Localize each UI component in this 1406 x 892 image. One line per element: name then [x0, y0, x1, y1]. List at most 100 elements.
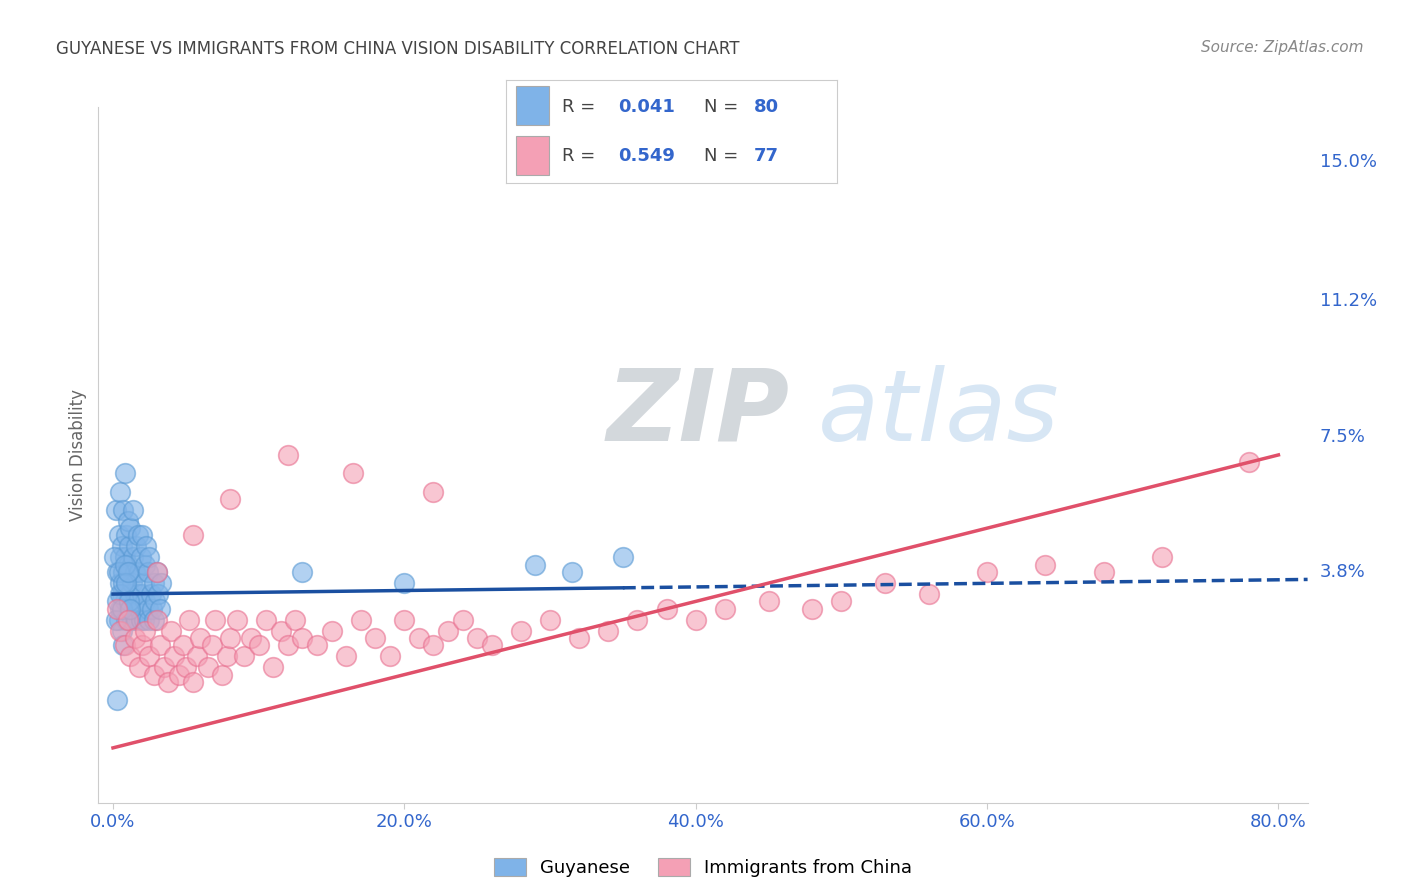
Point: [121, 613, 143, 627]
Point: [167, 667, 190, 681]
Text: GUYANESE VS IMMIGRANTS FROM CHINA VISION DISABILITY CORRELATION CHART: GUYANESE VS IMMIGRANTS FROM CHINA VISION…: [56, 40, 740, 58]
Point: [181, 675, 204, 690]
Point: [685, 613, 707, 627]
Point: [139, 587, 162, 601]
Point: [105, 565, 128, 579]
Point: [114, 638, 136, 652]
Point: [110, 576, 132, 591]
Point: [111, 540, 134, 554]
Point: [422, 638, 444, 652]
Point: [115, 528, 138, 542]
Point: [134, 594, 156, 608]
Point: [124, 594, 146, 608]
Point: [128, 565, 150, 579]
Point: [225, 613, 247, 627]
Point: [211, 667, 233, 681]
Point: [291, 565, 314, 579]
Point: [117, 514, 139, 528]
Point: [305, 638, 328, 652]
Point: [172, 638, 194, 652]
Point: [138, 550, 160, 565]
Point: [112, 503, 135, 517]
Point: [437, 624, 460, 638]
Point: [247, 638, 270, 652]
Point: [111, 624, 134, 638]
Point: [321, 624, 343, 638]
Point: [134, 558, 156, 572]
Point: [117, 594, 139, 608]
Point: [509, 624, 531, 638]
Point: [240, 631, 263, 645]
Point: [451, 613, 474, 627]
Point: [146, 587, 169, 601]
Text: ZIP: ZIP: [606, 365, 789, 462]
Point: [163, 649, 186, 664]
Point: [125, 613, 148, 627]
Point: [114, 558, 136, 572]
Point: [122, 550, 145, 565]
Point: [108, 613, 131, 627]
Point: [277, 448, 299, 462]
Point: [114, 550, 136, 565]
Point: [138, 649, 160, 664]
Point: [1033, 558, 1056, 572]
Text: 3.8%: 3.8%: [1320, 563, 1365, 581]
Point: [598, 624, 620, 638]
Point: [131, 528, 153, 542]
Point: [335, 649, 357, 664]
Point: [364, 631, 387, 645]
Point: [568, 631, 591, 645]
Point: [233, 649, 256, 664]
Point: [153, 660, 176, 674]
Point: [875, 576, 897, 591]
Point: [115, 613, 138, 627]
Point: [270, 624, 292, 638]
Point: [918, 587, 941, 601]
Point: [112, 565, 135, 579]
Point: [626, 613, 648, 627]
Text: N =: N =: [704, 147, 744, 165]
Legend: Guyanese, Immigrants from China: Guyanese, Immigrants from China: [486, 850, 920, 884]
Point: [120, 521, 142, 535]
Point: [105, 594, 128, 608]
Point: [112, 576, 135, 591]
Point: [132, 613, 155, 627]
Point: [120, 587, 142, 601]
Point: [1239, 455, 1261, 469]
Point: [394, 576, 416, 591]
Point: [141, 601, 163, 615]
Point: [127, 528, 149, 542]
Point: [378, 649, 401, 664]
Point: [149, 601, 172, 615]
Point: [524, 558, 547, 572]
Text: 0.041: 0.041: [619, 98, 675, 116]
Point: [215, 649, 238, 664]
Point: [117, 613, 139, 627]
Point: [110, 624, 132, 638]
Point: [112, 638, 135, 652]
Point: [104, 503, 127, 517]
Point: [394, 613, 416, 627]
Point: [111, 587, 134, 601]
Point: [186, 649, 208, 664]
Point: [655, 601, 678, 615]
Point: [115, 576, 138, 591]
Text: R =: R =: [562, 98, 602, 116]
Point: [132, 576, 155, 591]
FancyBboxPatch shape: [516, 87, 550, 126]
Point: [142, 667, 165, 681]
Point: [128, 601, 150, 615]
Point: [174, 660, 197, 674]
Text: 11.2%: 11.2%: [1320, 292, 1376, 310]
Point: [110, 601, 132, 615]
Point: [561, 565, 583, 579]
Text: atlas: atlas: [818, 365, 1060, 462]
Point: [1092, 565, 1115, 579]
Point: [145, 565, 167, 579]
Point: [145, 613, 167, 627]
Point: [115, 576, 138, 591]
Text: R =: R =: [562, 147, 602, 165]
Point: [114, 594, 136, 608]
Point: [422, 484, 444, 499]
Point: [111, 601, 134, 615]
